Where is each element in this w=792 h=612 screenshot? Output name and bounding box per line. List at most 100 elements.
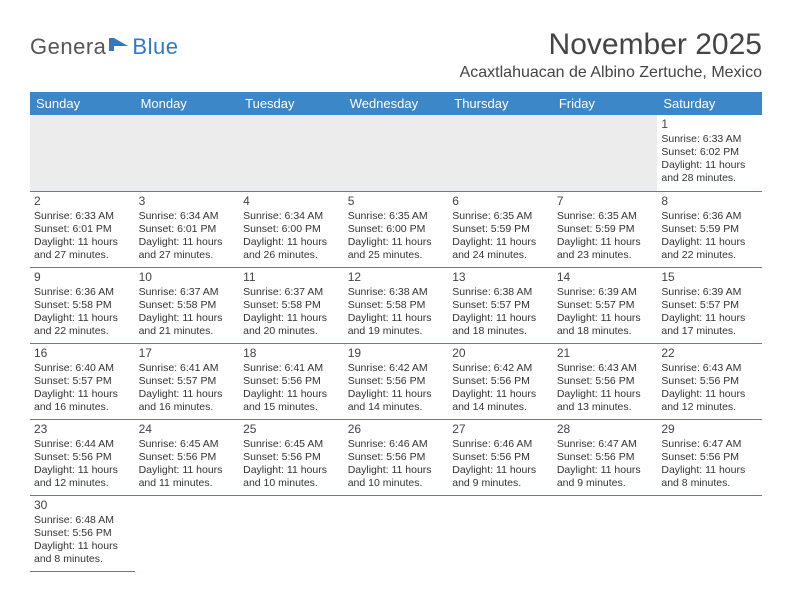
calendar-cell xyxy=(30,115,135,191)
day-number: 21 xyxy=(557,346,654,361)
calendar-cell: 28Sunrise: 6:47 AMSunset: 5:56 PMDayligh… xyxy=(553,419,658,495)
day-header-row: SundayMondayTuesdayWednesdayThursdayFrid… xyxy=(30,92,762,115)
calendar-cell: 5Sunrise: 6:35 AMSunset: 6:00 PMDaylight… xyxy=(344,191,449,267)
daylight-text: Daylight: 11 hours xyxy=(348,464,445,477)
calendar-cell: 25Sunrise: 6:45 AMSunset: 5:56 PMDayligh… xyxy=(239,419,344,495)
day-header: Wednesday xyxy=(344,92,449,115)
daylight-text: and 8 minutes. xyxy=(661,477,758,490)
daylight-text: and 17 minutes. xyxy=(661,325,758,338)
calendar-cell: 6Sunrise: 6:35 AMSunset: 5:59 PMDaylight… xyxy=(448,191,553,267)
sunrise-text: Sunrise: 6:42 AM xyxy=(452,362,549,375)
sunset-text: Sunset: 5:56 PM xyxy=(557,451,654,464)
sunset-text: Sunset: 5:56 PM xyxy=(34,451,131,464)
sunrise-text: Sunrise: 6:33 AM xyxy=(661,133,758,146)
daylight-text: and 15 minutes. xyxy=(243,401,340,414)
daylight-text: Daylight: 11 hours xyxy=(557,464,654,477)
sunrise-text: Sunrise: 6:45 AM xyxy=(243,438,340,451)
daylight-text: Daylight: 11 hours xyxy=(139,312,236,325)
day-number: 25 xyxy=(243,422,340,437)
header: Genera Blue November 2025 Acaxtlahuacan … xyxy=(30,28,762,88)
sunset-text: Sunset: 6:00 PM xyxy=(243,223,340,236)
sunrise-text: Sunrise: 6:35 AM xyxy=(452,210,549,223)
sunrise-text: Sunrise: 6:48 AM xyxy=(34,514,131,527)
day-number: 28 xyxy=(557,422,654,437)
sunset-text: Sunset: 6:02 PM xyxy=(661,146,758,159)
sunrise-text: Sunrise: 6:46 AM xyxy=(452,438,549,451)
day-number: 27 xyxy=(452,422,549,437)
sunset-text: Sunset: 5:57 PM xyxy=(452,299,549,312)
sunset-text: Sunset: 6:00 PM xyxy=(348,223,445,236)
calendar-cell: 18Sunrise: 6:41 AMSunset: 5:56 PMDayligh… xyxy=(239,343,344,419)
day-number: 2 xyxy=(34,194,131,209)
calendar-cell: 20Sunrise: 6:42 AMSunset: 5:56 PMDayligh… xyxy=(448,343,553,419)
sunrise-text: Sunrise: 6:39 AM xyxy=(661,286,758,299)
day-number: 18 xyxy=(243,346,340,361)
sunset-text: Sunset: 5:56 PM xyxy=(452,375,549,388)
daylight-text: and 20 minutes. xyxy=(243,325,340,338)
day-number: 23 xyxy=(34,422,131,437)
day-number: 1 xyxy=(661,117,758,132)
daylight-text: Daylight: 11 hours xyxy=(34,236,131,249)
daylight-text: Daylight: 11 hours xyxy=(348,312,445,325)
day-number: 22 xyxy=(661,346,758,361)
daylight-text: and 22 minutes. xyxy=(661,249,758,262)
sunset-text: Sunset: 5:57 PM xyxy=(34,375,131,388)
day-number: 11 xyxy=(243,270,340,285)
calendar-cell: 12Sunrise: 6:38 AMSunset: 5:58 PMDayligh… xyxy=(344,267,449,343)
day-number: 19 xyxy=(348,346,445,361)
day-number: 24 xyxy=(139,422,236,437)
sunrise-text: Sunrise: 6:34 AM xyxy=(139,210,236,223)
daylight-text: and 10 minutes. xyxy=(243,477,340,490)
calendar-cell xyxy=(239,495,344,571)
sunset-text: Sunset: 5:57 PM xyxy=(557,299,654,312)
daylight-text: Daylight: 11 hours xyxy=(661,312,758,325)
sunset-text: Sunset: 5:59 PM xyxy=(452,223,549,236)
daylight-text: Daylight: 11 hours xyxy=(557,236,654,249)
daylight-text: Daylight: 11 hours xyxy=(452,312,549,325)
daylight-text: Daylight: 11 hours xyxy=(34,388,131,401)
daylight-text: and 10 minutes. xyxy=(348,477,445,490)
daylight-text: and 21 minutes. xyxy=(139,325,236,338)
daylight-text: Daylight: 11 hours xyxy=(243,312,340,325)
calendar-cell: 1Sunrise: 6:33 AMSunset: 6:02 PMDaylight… xyxy=(657,115,762,191)
sunset-text: Sunset: 5:56 PM xyxy=(661,451,758,464)
daylight-text: and 12 minutes. xyxy=(34,477,131,490)
day-number: 12 xyxy=(348,270,445,285)
day-header: Saturday xyxy=(657,92,762,115)
calendar-cell: 2Sunrise: 6:33 AMSunset: 6:01 PMDaylight… xyxy=(30,191,135,267)
day-header: Thursday xyxy=(448,92,553,115)
sunset-text: Sunset: 5:56 PM xyxy=(452,451,549,464)
daylight-text: Daylight: 11 hours xyxy=(139,464,236,477)
sunset-text: Sunset: 5:58 PM xyxy=(348,299,445,312)
sunrise-text: Sunrise: 6:37 AM xyxy=(243,286,340,299)
daylight-text: and 26 minutes. xyxy=(243,249,340,262)
sunrise-text: Sunrise: 6:40 AM xyxy=(34,362,131,375)
sunrise-text: Sunrise: 6:41 AM xyxy=(243,362,340,375)
sunset-text: Sunset: 5:56 PM xyxy=(243,451,340,464)
sunrise-text: Sunrise: 6:37 AM xyxy=(139,286,236,299)
daylight-text: and 8 minutes. xyxy=(34,553,131,566)
calendar-cell: 30Sunrise: 6:48 AMSunset: 5:56 PMDayligh… xyxy=(30,495,135,571)
calendar-cell: 22Sunrise: 6:43 AMSunset: 5:56 PMDayligh… xyxy=(657,343,762,419)
sunrise-text: Sunrise: 6:46 AM xyxy=(348,438,445,451)
day-number: 8 xyxy=(661,194,758,209)
daylight-text: Daylight: 11 hours xyxy=(452,388,549,401)
sunrise-text: Sunrise: 6:41 AM xyxy=(139,362,236,375)
day-number: 5 xyxy=(348,194,445,209)
day-header: Sunday xyxy=(30,92,135,115)
calendar-cell: 23Sunrise: 6:44 AMSunset: 5:56 PMDayligh… xyxy=(30,419,135,495)
daylight-text: Daylight: 11 hours xyxy=(243,236,340,249)
day-number: 7 xyxy=(557,194,654,209)
sunrise-text: Sunrise: 6:34 AM xyxy=(243,210,340,223)
calendar-cell: 10Sunrise: 6:37 AMSunset: 5:58 PMDayligh… xyxy=(135,267,240,343)
location: Acaxtlahuacan de Albino Zertuche, Mexico xyxy=(460,64,762,82)
sunset-text: Sunset: 5:56 PM xyxy=(348,375,445,388)
daylight-text: Daylight: 11 hours xyxy=(139,236,236,249)
daylight-text: Daylight: 11 hours xyxy=(452,464,549,477)
daylight-text: Daylight: 11 hours xyxy=(139,388,236,401)
logo: Genera Blue xyxy=(30,34,178,60)
day-number: 15 xyxy=(661,270,758,285)
daylight-text: and 13 minutes. xyxy=(557,401,654,414)
calendar-cell: 24Sunrise: 6:45 AMSunset: 5:56 PMDayligh… xyxy=(135,419,240,495)
sunset-text: Sunset: 6:01 PM xyxy=(34,223,131,236)
